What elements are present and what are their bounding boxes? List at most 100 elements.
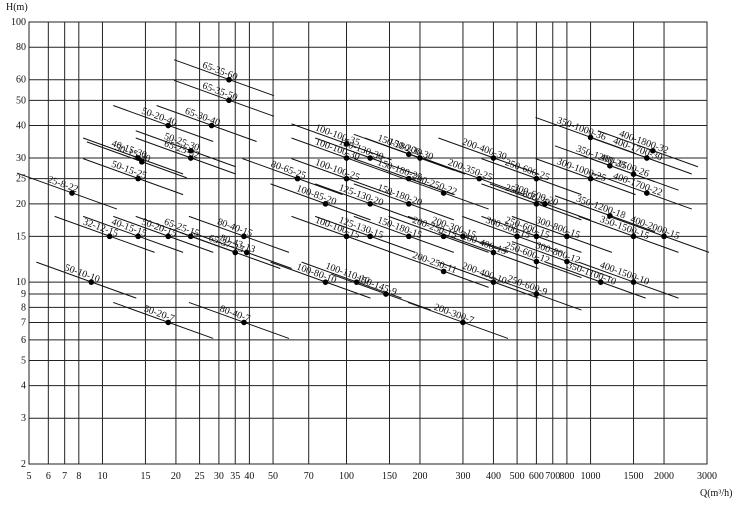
y-tick-label: 8 [21, 302, 26, 313]
curve-segment [481, 215, 582, 253]
y-tick-label: 100 [11, 17, 26, 28]
curve-segment [353, 183, 454, 221]
point [343, 155, 350, 161]
point [440, 190, 447, 196]
point-label: 350-1000-36 [555, 115, 607, 143]
point-label: 200-400-13 [460, 231, 508, 257]
curve-segment [608, 215, 710, 253]
curve-segment [578, 261, 679, 299]
point [597, 279, 604, 285]
point [232, 249, 239, 256]
curve-segment [353, 158, 454, 196]
point [69, 190, 75, 196]
x-tick-label: 600 [529, 471, 544, 482]
point [241, 233, 247, 240]
y-tick-label: 40 [16, 121, 26, 132]
point [460, 233, 466, 240]
curve-segment [353, 215, 454, 253]
point [383, 291, 389, 297]
curve-segment [438, 232, 539, 269]
curve-segment [511, 241, 613, 279]
curve-segment [438, 137, 539, 175]
curve-segment [54, 215, 155, 253]
curve-segment [591, 137, 692, 175]
point [139, 159, 145, 165]
point [343, 233, 350, 240]
curve-segment [16, 172, 118, 210]
point [187, 147, 194, 154]
y-tick-label: 15 [16, 231, 26, 242]
plot-frame [28, 21, 708, 465]
x-tick-label: 200 [412, 471, 427, 482]
point [367, 201, 373, 207]
curve-segment [545, 261, 646, 299]
y-tick-label: 2 [21, 459, 26, 470]
curve-segment [242, 158, 343, 196]
x-tick-label: 100 [339, 471, 354, 482]
curve-segment [270, 261, 371, 299]
curve-segment [291, 158, 392, 196]
point [533, 291, 540, 297]
point [440, 268, 447, 275]
y-tick-label: 4 [21, 381, 26, 392]
x-tick-label: 50 [268, 471, 278, 482]
point-label: 50-20-7 [142, 304, 176, 325]
curve-segment [135, 137, 236, 175]
point [417, 155, 423, 161]
x-tick-label: 1000 [581, 471, 601, 482]
y-tick-label: 80 [16, 42, 26, 53]
point [490, 249, 497, 256]
curve-segment [291, 137, 392, 175]
curve-segment [481, 273, 582, 311]
point [587, 175, 594, 182]
curve-segment [188, 301, 290, 339]
curve-segment [291, 123, 392, 161]
point-label: 25-8-22 [46, 174, 80, 195]
point-label: 200-250-11 [411, 250, 458, 276]
x-tick-label: 10 [97, 471, 107, 482]
point [490, 155, 497, 161]
x-tick-label: 7 [62, 471, 67, 482]
point [343, 175, 350, 182]
point [106, 233, 113, 240]
point [587, 134, 594, 141]
curve-segment [438, 261, 539, 299]
x-tick-label: 6 [46, 471, 51, 482]
point [406, 201, 412, 207]
point [135, 233, 141, 240]
x-tick-label: 25 [195, 471, 205, 482]
point [650, 147, 656, 154]
point [241, 319, 247, 326]
x-tick-label: 40 [244, 471, 254, 482]
point [294, 175, 301, 182]
curve-segment [388, 250, 489, 288]
y-tick-label: 3 [21, 413, 26, 424]
curve-segment [173, 59, 275, 97]
curve-segment [314, 215, 416, 253]
point [88, 279, 95, 285]
y-tick-label: 5 [21, 355, 26, 366]
point [490, 279, 497, 285]
x-tick-label: 70 [304, 471, 314, 482]
x-tick-label: 8 [76, 471, 81, 482]
point [533, 258, 540, 265]
curve-segment [388, 215, 489, 253]
curve-segment [86, 141, 188, 179]
x-tick-label: 30 [214, 471, 224, 482]
x-tick-label: 5 [27, 471, 32, 482]
point [644, 190, 650, 196]
point [208, 122, 215, 129]
curve-segment [388, 172, 489, 210]
point [226, 97, 232, 104]
point [406, 233, 412, 240]
point [187, 155, 194, 161]
curve-segment [270, 183, 371, 221]
curve-segment [481, 241, 582, 279]
point-label: 200-400-30 [460, 137, 508, 163]
point [243, 249, 250, 256]
curve-segment [364, 137, 466, 175]
curve-segment [82, 158, 184, 196]
curve-segment [597, 130, 699, 168]
curve-segment [156, 105, 257, 142]
